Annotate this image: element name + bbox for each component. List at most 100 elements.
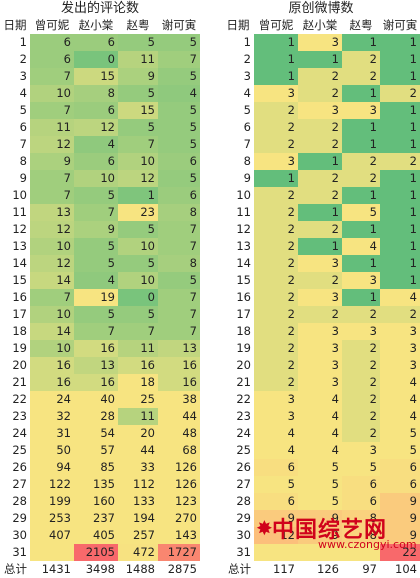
- value-cell: 7: [158, 51, 200, 68]
- value-cell: 3: [298, 289, 342, 306]
- value-cell: 405: [74, 527, 118, 544]
- value-cell: 2: [254, 221, 298, 238]
- value-cell: 3: [380, 340, 420, 357]
- value-cell: 5: [74, 255, 118, 272]
- value-cell: 2: [342, 170, 380, 187]
- value-cell: 1: [298, 204, 342, 221]
- value-cell: 6: [158, 187, 200, 204]
- value-cell: 2: [254, 357, 298, 374]
- table-row: 13 2 1 4 1: [222, 238, 420, 255]
- table-row: 23 3 4 2 4: [222, 408, 420, 425]
- value-cell: 5: [158, 34, 200, 51]
- total-cell: 126: [298, 561, 342, 578]
- value-cell: 2: [342, 357, 380, 374]
- value-cell: 4: [298, 425, 342, 442]
- watermark-logo: ✸ 中国综艺网 www.czongyi.com: [256, 510, 420, 552]
- value-cell: 3: [298, 102, 342, 119]
- total-cell: 1431: [30, 561, 74, 578]
- value-cell: 2: [298, 170, 342, 187]
- table-row: 21 2 3 2 4: [222, 374, 420, 391]
- table-row: 9 7 10 12 5: [0, 170, 200, 187]
- value-cell: 2: [342, 68, 380, 85]
- date-cell: 13: [236, 239, 251, 253]
- value-cell: 10: [30, 238, 74, 255]
- date-cell: 22: [236, 392, 251, 406]
- value-cell: 1: [380, 170, 420, 187]
- date-cell: 19: [12, 341, 27, 355]
- date-cell: 12: [236, 222, 251, 236]
- header-row: 日期 曾可妮 赵小棠 赵粤 谢可寅: [0, 17, 200, 34]
- value-cell: 3: [298, 323, 342, 340]
- date-cell: 25: [236, 443, 251, 457]
- table-row: 19 2 3 2 3: [222, 340, 420, 357]
- value-cell: 9: [298, 527, 342, 544]
- value-cell: 4: [342, 238, 380, 255]
- total-cell: 117: [254, 561, 298, 578]
- date-cell: 10: [236, 188, 251, 202]
- value-cell: 6: [74, 153, 118, 170]
- total-cell: 3498: [74, 561, 118, 578]
- value-cell: 14: [30, 323, 74, 340]
- value-cell: 2: [342, 408, 380, 425]
- value-cell: 1: [380, 255, 420, 272]
- table-row: 22 24 40 25 38: [0, 391, 200, 408]
- value-cell: 7: [158, 306, 200, 323]
- table-row: 23 32 28 11 44: [0, 408, 200, 425]
- table-row: 29 9 9 8 9: [222, 510, 420, 527]
- value-cell: 122: [30, 476, 74, 493]
- value-cell: 237: [74, 510, 118, 527]
- table-row: 26 6 5 5 6: [222, 459, 420, 476]
- date-cell: 19: [236, 341, 251, 355]
- table-row: 30 12 9 8 9: [222, 527, 420, 544]
- table-row: 27 5 5 6 6: [222, 476, 420, 493]
- date-cell: 25: [12, 443, 27, 457]
- value-cell: 28: [74, 408, 118, 425]
- value-cell: 5: [342, 204, 380, 221]
- date-cell: 18: [236, 324, 251, 338]
- value-cell: 2: [342, 374, 380, 391]
- value-cell: 11: [118, 340, 158, 357]
- total-cell: 1488: [118, 561, 158, 578]
- value-cell: 1: [342, 255, 380, 272]
- table-row: 20 16 13 16 16: [0, 357, 200, 374]
- table-row: 10 7 5 1 6: [0, 187, 200, 204]
- value-cell: [30, 544, 74, 561]
- value-cell: 7: [30, 187, 74, 204]
- date-cell: 23: [12, 409, 27, 423]
- date-cell: 15: [12, 273, 27, 287]
- value-cell: 4: [380, 289, 420, 306]
- value-cell: 16: [158, 374, 200, 391]
- value-cell: 1: [342, 136, 380, 153]
- table-row: 11 2 1 5 1: [222, 204, 420, 221]
- date-cell: 15: [236, 273, 251, 287]
- value-cell: 2: [254, 289, 298, 306]
- date-cell: 7: [19, 137, 27, 151]
- value-cell: 85: [74, 459, 118, 476]
- table-row: 21 16 16 18 16: [0, 374, 200, 391]
- value-cell: 44: [118, 442, 158, 459]
- value-cell: 10: [118, 153, 158, 170]
- value-cell: 1: [254, 170, 298, 187]
- value-cell: 5: [158, 170, 200, 187]
- table-row: 26 94 85 33 126: [0, 459, 200, 476]
- table-row: 16 7 19 0 7: [0, 289, 200, 306]
- column-header: 赵小棠: [78, 18, 114, 32]
- value-cell: 3: [298, 340, 342, 357]
- value-cell: 3: [298, 255, 342, 272]
- value-cell: 19: [74, 289, 118, 306]
- date-cell: 20: [12, 358, 27, 372]
- value-cell: 2: [298, 306, 342, 323]
- date-cell: 10: [12, 188, 27, 202]
- value-cell: 6: [158, 153, 200, 170]
- value-cell: 13: [158, 340, 200, 357]
- value-cell: 4: [380, 374, 420, 391]
- column-header: 曾可妮: [258, 18, 294, 32]
- date-cell: 8: [19, 154, 27, 168]
- value-cell: 5: [298, 459, 342, 476]
- table-row: 20 2 3 2 3: [222, 357, 420, 374]
